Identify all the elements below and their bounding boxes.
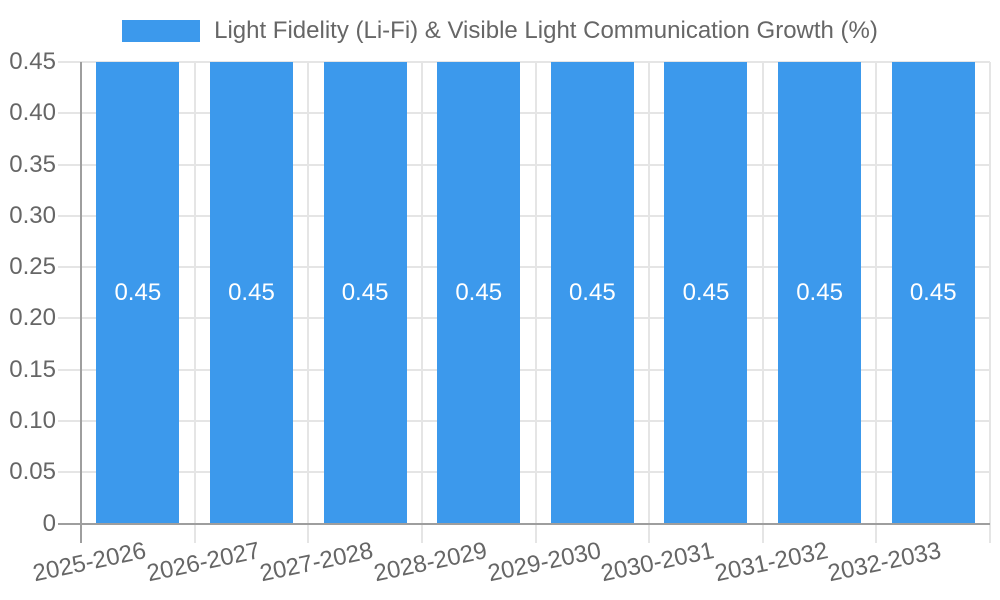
x-tick-label: 2025-2026 [30,537,149,588]
bar-value-label: 0.45 [455,278,503,306]
x-tick-label: 2032-2033 [825,537,944,588]
legend-label: Light Fidelity (Li-Fi) & Visible Light C… [214,17,878,44]
gridline-horizontal [58,112,990,115]
y-tick-label: 0.30 [9,201,56,229]
gridline-horizontal [58,419,990,422]
y-tick-label: 0.45 [9,48,56,75]
gridline-horizontal [58,61,990,63]
gridline-vertical [534,62,537,543]
bar-value-label: 0.45 [228,278,275,306]
bar-value-label: 0.45 [568,278,616,306]
gridline-horizontal [58,163,990,166]
bar[interactable]: 0.45 [550,62,634,524]
bar-value-label: 0.45 [909,278,957,306]
y-tick-label: 0.25 [9,253,56,281]
y-tick-label: 0.15 [9,355,56,383]
bar-value-label: 0.45 [114,278,162,306]
legend[interactable]: Light Fidelity (Li-Fi) & Visible Light C… [0,17,1000,45]
gridline-horizontal [58,471,990,474]
x-tick-label: 2029-2030 [485,537,603,588]
gridline-horizontal [58,266,990,269]
gridline-vertical [420,62,423,543]
y-tick-label: 0.05 [9,458,56,486]
x-tick-label: 2026-2027 [144,537,263,588]
bar[interactable]: 0.45 [664,62,748,524]
y-tick-label: 0.20 [9,304,56,332]
gridline-horizontal [58,214,990,217]
y-tick-label: 0 [42,509,56,537]
legend-swatch-icon[interactable] [122,20,201,42]
x-tick-label: 2030-2031 [598,537,717,588]
bar[interactable]: 0.45 [96,62,180,524]
bar-value-label: 0.45 [682,278,730,306]
x-tick-label: 2027-2028 [257,537,376,588]
bar[interactable]: 0.45 [891,62,975,524]
gridline-vertical [761,62,764,543]
gridline-vertical [989,62,991,543]
y-tick-label: 0.35 [9,150,56,178]
x-tick-label: 2028-2029 [371,537,490,588]
y-tick-label: 0.40 [9,99,56,127]
gridline-horizontal [58,317,990,320]
bar[interactable]: 0.45 [323,62,407,524]
bar-value-label: 0.45 [341,278,389,306]
gridline-vertical [875,62,878,543]
x-tick-label: 2031-2032 [712,537,831,588]
bar[interactable]: 0.45 [778,62,862,524]
y-axis-line [80,62,82,543]
gridline-vertical [193,62,196,543]
gridline-horizontal [58,368,990,371]
x-axis-line [58,522,990,525]
y-tick-label: 0.10 [9,406,56,434]
bar[interactable]: 0.45 [437,62,521,524]
gridline-vertical [307,62,310,543]
bar[interactable]: 0.45 [209,62,293,524]
gridline-vertical [648,62,651,543]
bar-value-label: 0.45 [796,278,843,306]
